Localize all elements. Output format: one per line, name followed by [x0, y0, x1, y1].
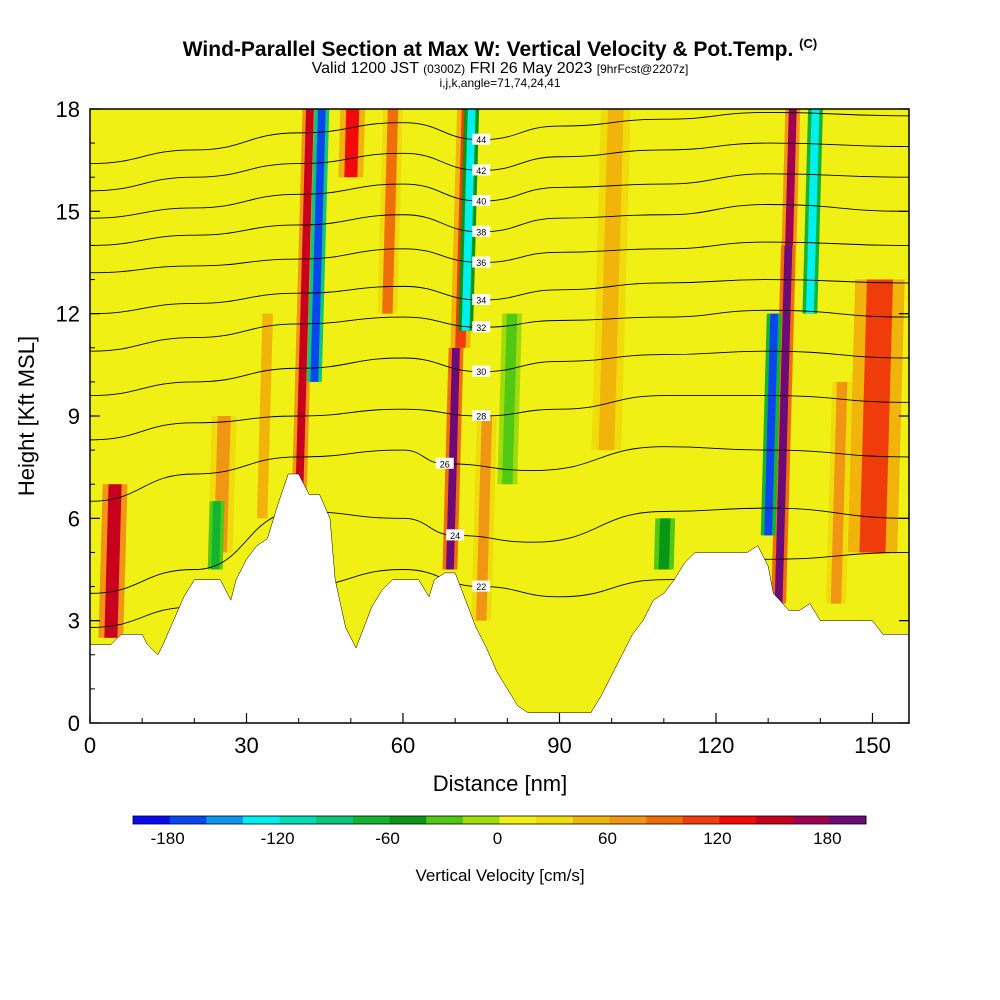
- downdraft-column: [211, 501, 221, 570]
- y-tick-label: 6: [68, 506, 80, 531]
- isentrope-label-bg: [472, 365, 491, 377]
- updraft-column: [256, 313, 273, 519]
- isentrope-label: 36: [476, 258, 486, 268]
- colorbar-swatch: [682, 816, 720, 824]
- isentrope-label: 40: [476, 197, 486, 207]
- colorbar-swatch: [242, 816, 281, 824]
- downdraft-column: [764, 313, 779, 536]
- isentrope-label-bg: [472, 256, 491, 268]
- isentrope-label: 34: [476, 296, 486, 306]
- colorbar-frame: [132, 815, 867, 825]
- isentrope-label: 44: [476, 135, 486, 145]
- colorbar-swatch: [829, 816, 867, 824]
- downdraft-column: [310, 109, 326, 382]
- colorbar-tick-label: 60: [598, 829, 617, 848]
- updraft-column: [104, 484, 122, 638]
- colorbar-swatch: [499, 816, 537, 824]
- colorbar-swatch: [536, 816, 574, 824]
- copyright-mark: (C): [799, 36, 818, 51]
- forecast-tag: [9hrFcst@2207z]: [596, 62, 689, 76]
- chart-title: Wind-Parallel Section at Max W: Vertical…: [0, 36, 1000, 62]
- colorbar-swatch: [389, 816, 427, 824]
- colorbar-swatch: [279, 816, 317, 824]
- grid-indices: i,j,k,angle=71,74,24,41: [439, 76, 561, 90]
- colorbar-swatch: [352, 816, 391, 824]
- updraft-column: [344, 109, 360, 178]
- valid-time: Valid 1200 JST (0300Z) FRI 26 May 2023 […: [0, 60, 1000, 78]
- colorbar-swatch: [756, 816, 794, 824]
- updraft-column: [859, 279, 894, 553]
- isentrope-label: 42: [476, 166, 486, 176]
- colorbar-tick-label: 180: [813, 829, 841, 848]
- x-axis-label: Distance [nm]: [433, 771, 568, 796]
- isentrope-label: 28: [476, 412, 486, 422]
- terrain-mask: [90, 473, 909, 723]
- updraft-column: [830, 381, 848, 604]
- isentrope-label-bg: [446, 529, 465, 541]
- updraft-column: [598, 109, 624, 451]
- colorbar: -180 -120 -60 0 60 120 180: [132, 815, 867, 848]
- x-tick-label: 90: [547, 733, 571, 758]
- y-tick-label: 9: [68, 404, 80, 429]
- colorbar-swatch: [646, 816, 684, 824]
- valid-prefix: Valid 1200 JST: [311, 60, 419, 77]
- y-tick-label: 12: [56, 302, 80, 327]
- x-tick-label: 0: [84, 733, 96, 758]
- isentrope-label-bg: [472, 410, 491, 421]
- isentrope-label: 30: [476, 367, 486, 377]
- chart-title-text: Wind-Parallel Section at Max W: Vertical…: [182, 38, 794, 61]
- isentrope-label-bg: [435, 457, 454, 469]
- colorbar-swatch: [792, 816, 830, 824]
- isentrope-label-bg: [472, 580, 491, 592]
- colorbar-tick-label: -180: [151, 829, 185, 848]
- y-tick-label: 3: [68, 609, 80, 634]
- colorbar-swatch: [206, 816, 244, 824]
- colorbar-swatch: [316, 816, 354, 824]
- updraft-column: [382, 109, 399, 314]
- isentrope-label-bg: [472, 321, 491, 333]
- isentrope-label-bg: [472, 294, 491, 306]
- isentrope-label-bg: [472, 225, 491, 237]
- colorbar-tick-label: -60: [375, 829, 400, 848]
- y-axis-label: Height [Kft MSL]: [14, 336, 39, 496]
- isentrope-label-bg: [472, 133, 491, 145]
- isentrope-label-bg: [472, 164, 491, 176]
- y-tick-label: 15: [56, 199, 80, 224]
- y-tick-label: 18: [56, 97, 80, 122]
- y-tick-label: 0: [68, 711, 80, 736]
- updraft-column: [774, 245, 793, 604]
- colorbar-swatch: [133, 816, 171, 824]
- downdraft-column: [502, 313, 518, 485]
- colorbar-swatch: [609, 816, 647, 824]
- colorbar-swatch: [462, 816, 500, 824]
- valid-date: FRI 26 May 2023: [469, 60, 593, 77]
- isentrope-label-bg: [472, 195, 491, 207]
- isentrope-label: 38: [476, 227, 486, 237]
- x-tick-label: 120: [698, 733, 735, 758]
- isentrope-label: 22: [476, 582, 486, 592]
- colorbar-swatch: [572, 816, 610, 824]
- isentrope-label: 26: [440, 459, 450, 469]
- downdraft-column: [658, 518, 671, 570]
- plot-area: 22 24 26 28 30 32 34 36 38 40 42 44: [90, 109, 909, 723]
- valid-utc: (0300Z): [423, 62, 466, 76]
- x-tick-label: 30: [234, 733, 258, 758]
- isentrope-label: 24: [450, 531, 460, 541]
- isentrope-line: [90, 446, 909, 502]
- downdraft-column: [805, 109, 820, 314]
- colorbar-swatch: [719, 816, 757, 824]
- colorbar-tick-label: 0: [493, 829, 502, 848]
- x-tick-label: 150: [854, 733, 891, 758]
- x-tick-label: 60: [391, 733, 415, 758]
- colorbar-label: Vertical Velocity [cm/s]: [415, 866, 584, 885]
- colorbar-tick-label: 120: [703, 829, 731, 848]
- downdraft-column: [461, 109, 476, 331]
- colorbar-swatch: [426, 816, 464, 824]
- isentrope-label: 32: [476, 323, 486, 333]
- colorbar-swatch: [169, 816, 207, 824]
- colorbar-tick-label: -120: [261, 829, 295, 848]
